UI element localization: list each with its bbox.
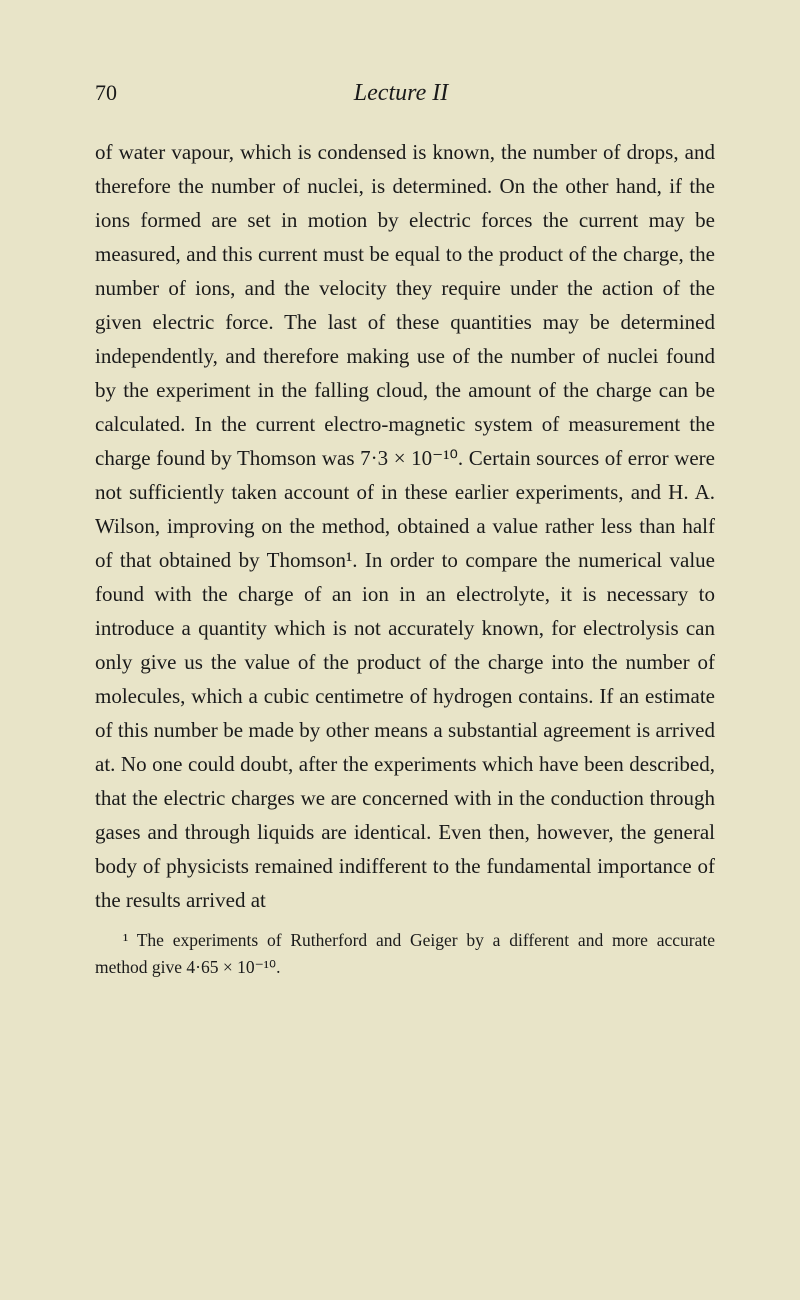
chapter-title: Lecture II: [117, 80, 685, 107]
body-paragraph: of water vapour, which is condensed is k…: [95, 135, 715, 917]
footnote-text: ¹ The experiments of Rutherford and Geig…: [95, 927, 715, 980]
page-header: 70 Lecture II: [95, 80, 715, 107]
page-container: 70 Lecture II of water vapour, which is …: [0, 0, 800, 1300]
page-number: 70: [95, 80, 117, 106]
